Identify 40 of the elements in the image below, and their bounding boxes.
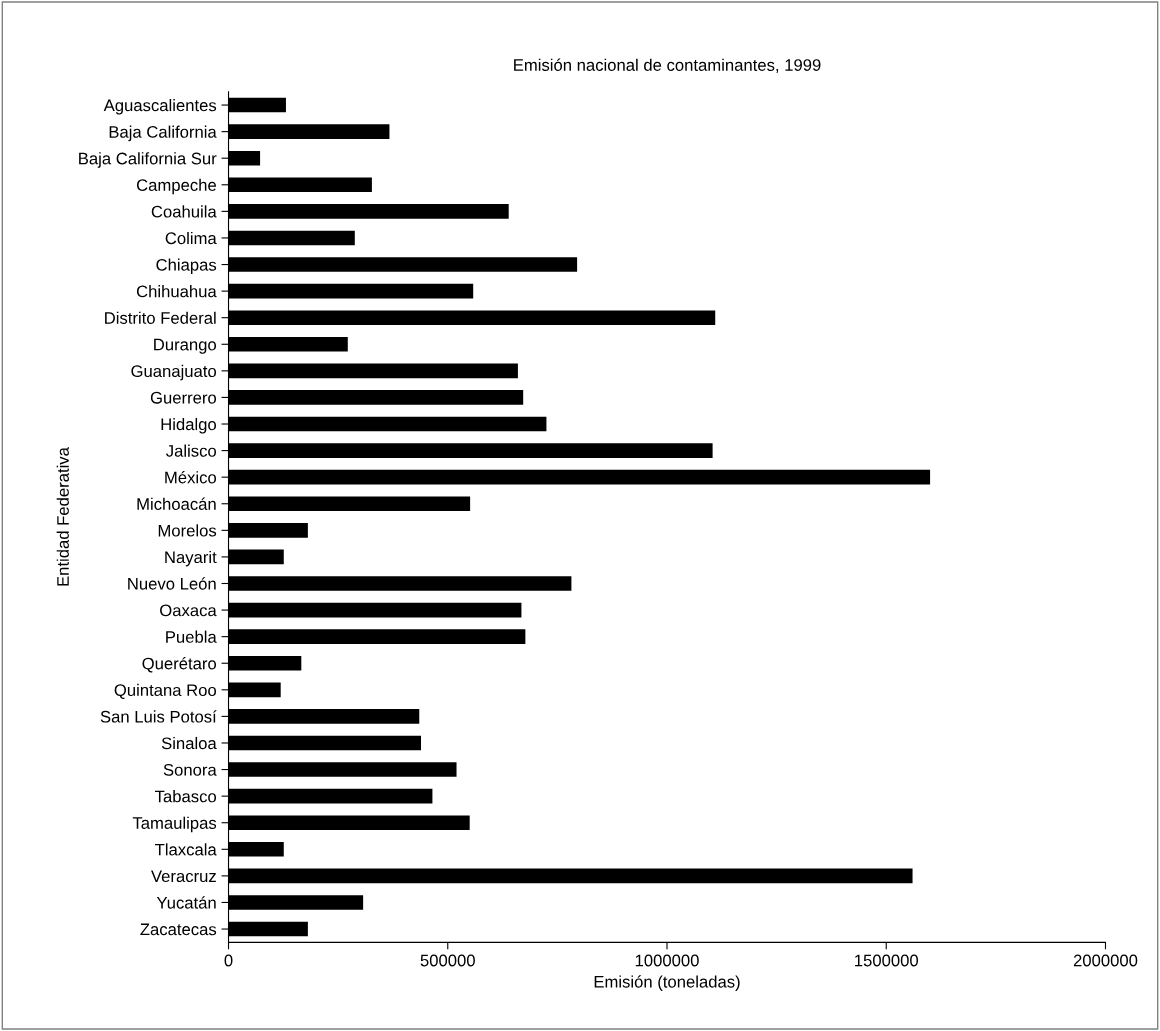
y-tick-label: Tlaxcala [155, 843, 217, 856]
x-tick-label: 0 [224, 954, 233, 967]
y-tick-label: Colima [165, 231, 217, 245]
chart-title: Emisión nacional de contaminantes, 1999 [514, 58, 821, 73]
y-tick-label: Baja California [109, 125, 217, 142]
x-tick-label: 1000000 [635, 954, 699, 967]
y-tick-label: Sinaloa [161, 736, 217, 750]
y-tick-label: Chiapas [156, 258, 217, 275]
y-tick-label: Distrito Federal [105, 311, 216, 324]
y-tick-label: Veracruz [151, 870, 216, 883]
y-tick-label: Zacatecas [140, 923, 217, 936]
y-tick-label: Campeche [136, 178, 216, 195]
y-tick-label: Jalisco [166, 444, 217, 457]
x-tick-label: 2000000 [1073, 954, 1138, 967]
y-tick-label: Morelos [158, 524, 217, 537]
y-tick-label: Hidalgo [161, 417, 217, 434]
y-axis-title: Entidad Federativa [56, 447, 69, 586]
y-tick-label: Yucatán [156, 896, 216, 909]
x-axis-title: Emisión (toneladas) [594, 975, 740, 991]
y-tick-label: Oaxaca [160, 604, 217, 617]
y-tick-label: Michoacán [137, 497, 216, 510]
y-tick-label: Sonora [163, 763, 217, 776]
y-tick-label: México [165, 470, 217, 484]
y-tick-label: Guanajuato [131, 364, 217, 381]
y-tick-label: Chihuahua [136, 285, 217, 298]
y-tick-label: Coahuila [151, 205, 217, 218]
y-tick-label: Tamaulipas [132, 816, 217, 833]
y-tick-label: Durango [154, 338, 217, 354]
y-tick-label: Baja California Sur [79, 152, 217, 168]
y-tick-label: Nuevo León [128, 577, 216, 590]
y-tick-label: Querétaro [142, 657, 217, 673]
y-tick-label: Guerrero [150, 391, 217, 404]
y-tick-label: Aguascalientes [103, 99, 217, 115]
x-tick-label: 1500000 [855, 954, 919, 967]
y-tick-label: San Luis Potosí [100, 710, 217, 723]
y-tick-label: Tabasco [155, 790, 217, 803]
y-tick-label: Puebla [166, 630, 217, 643]
y-tick-label: Quintana Roo [114, 683, 217, 700]
y-tick-label: Nayarit [165, 550, 217, 567]
x-tick-label: 500000 [420, 954, 475, 967]
